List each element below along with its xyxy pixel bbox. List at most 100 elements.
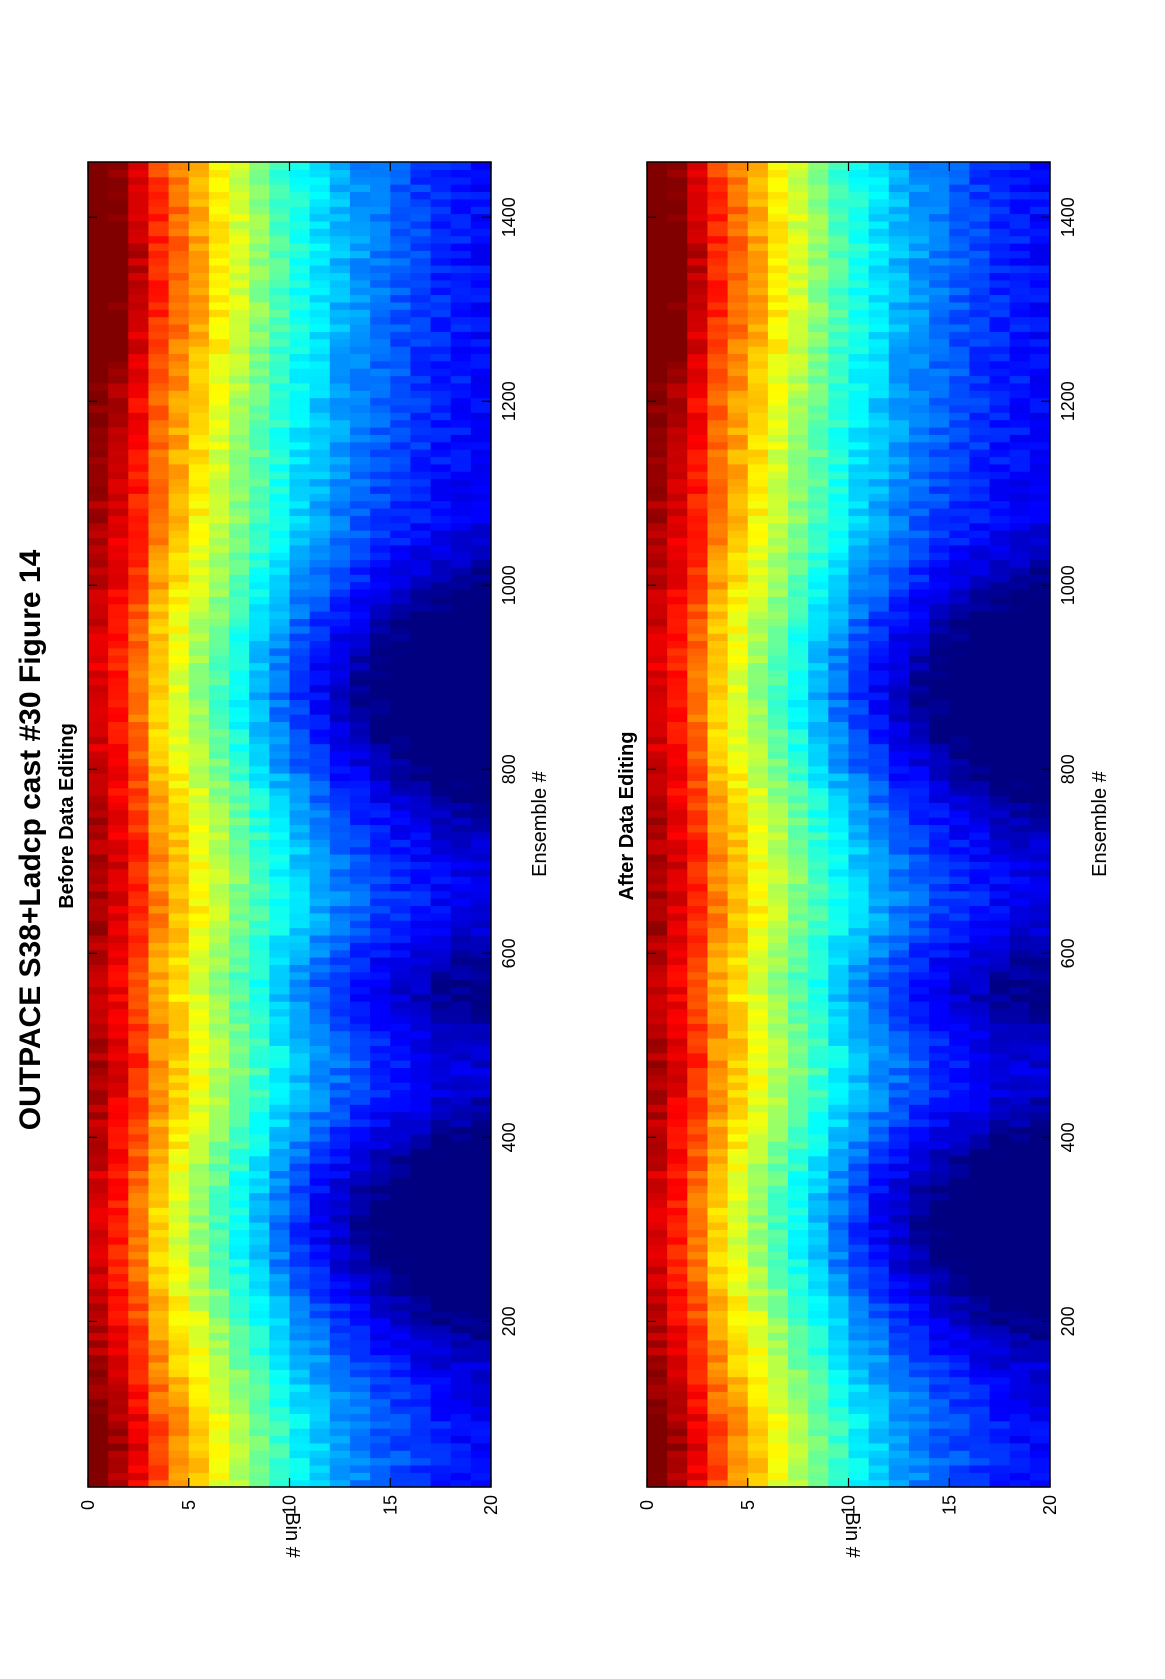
- heat-cell: [828, 1060, 849, 1069]
- heat-cell: [868, 1118, 890, 1127]
- heat-cell: [329, 1001, 351, 1010]
- heat-cell: [808, 1347, 829, 1356]
- heat-cell: [88, 301, 109, 310]
- heat-cell: [309, 250, 331, 259]
- heat-cell: [208, 655, 230, 664]
- heat-cell: [410, 1133, 431, 1142]
- heat-cell: [329, 368, 351, 377]
- heat-cell: [108, 1398, 129, 1407]
- heat-cell: [88, 1126, 109, 1135]
- heat-cell: [450, 228, 472, 237]
- heat-cell: [329, 736, 351, 745]
- heat-cell: [370, 493, 391, 502]
- heat-cell: [269, 1126, 290, 1135]
- heat-cell: [229, 1192, 250, 1201]
- heat-cell: [470, 876, 492, 884]
- heat-cell: [148, 1332, 169, 1341]
- heat-cell: [727, 1310, 749, 1319]
- heat-cell: [289, 831, 311, 840]
- heat-cell: [88, 566, 109, 575]
- heat-cell: [848, 1229, 870, 1238]
- heat-cell: [888, 1199, 910, 1208]
- heat-cell: [309, 684, 331, 693]
- heat-cell: [410, 684, 431, 693]
- heat-cell: [249, 795, 270, 804]
- heat-cell: [390, 1428, 411, 1437]
- heat-cell: [370, 1332, 391, 1341]
- heat-cell: [329, 979, 351, 988]
- heat-cell: [88, 581, 109, 590]
- heat-cell: [687, 1442, 708, 1451]
- heat-cell: [329, 515, 351, 524]
- heat-cell: [289, 979, 311, 988]
- heat-cell: [647, 1155, 668, 1164]
- heat-cell: [370, 1229, 391, 1238]
- heat-cell: [1009, 1347, 1031, 1356]
- heat-cell: [450, 898, 472, 907]
- heat-cell: [88, 309, 109, 318]
- heat-cell: [410, 162, 431, 170]
- heat-cell: [329, 780, 351, 789]
- heat-cell: [767, 1126, 789, 1135]
- heat-cell: [788, 1177, 809, 1186]
- heat-cell: [450, 522, 472, 531]
- heat-cell: [390, 169, 411, 178]
- heat-cell: [929, 1141, 950, 1149]
- heat-cell: [828, 1177, 849, 1186]
- heat-cell: [128, 920, 149, 929]
- heat-cell: [249, 382, 270, 391]
- heat-cell: [309, 353, 331, 362]
- heat-cell: [329, 795, 351, 804]
- heat-cell: [289, 625, 311, 634]
- heat-cell: [108, 846, 129, 855]
- heat-cell: [888, 1001, 910, 1010]
- heat-cell: [908, 1199, 930, 1208]
- heat-cell: [390, 1037, 411, 1046]
- heat-cell: [390, 309, 411, 318]
- heat-cell: [309, 728, 331, 737]
- heat-cell: [848, 1236, 870, 1245]
- heat-cell: [128, 772, 149, 781]
- heat-cell: [687, 1148, 708, 1157]
- heat-cell: [188, 397, 210, 406]
- heat-cell: [269, 942, 290, 951]
- heat-cell: [289, 1251, 311, 1260]
- heat-cell: [108, 1347, 129, 1356]
- heat-cell: [647, 1229, 668, 1238]
- heat-cell: [707, 1089, 728, 1098]
- heat-cell: [410, 228, 431, 237]
- heat-cell: [168, 309, 190, 318]
- heat-cell: [188, 750, 210, 759]
- heat-cell: [208, 1052, 230, 1061]
- heat-cell: [1009, 1457, 1031, 1466]
- heat-cell: [128, 684, 149, 693]
- heat-cell: [349, 176, 371, 185]
- heat-cell: [128, 714, 149, 723]
- heat-cell: [969, 1398, 990, 1407]
- heat-cell: [828, 1347, 849, 1356]
- heat-cell: [470, 795, 492, 804]
- heat-cell: [208, 1391, 230, 1400]
- heat-cell: [309, 1339, 331, 1348]
- heat-cell: [309, 662, 331, 671]
- heat-cell: [1029, 1347, 1051, 1356]
- heat-cell: [88, 912, 109, 921]
- heat-cell: [249, 1406, 270, 1414]
- heat-cell: [229, 220, 250, 229]
- heat-cell: [168, 905, 190, 914]
- heat-cell: [229, 397, 250, 406]
- heat-cell: [727, 1045, 749, 1054]
- heat-cell: [249, 316, 270, 325]
- heat-cell: [430, 1273, 452, 1282]
- heat-cell: [269, 993, 290, 1002]
- heat-cell: [828, 1074, 849, 1083]
- heat-cell: [667, 1406, 688, 1414]
- heat-cell: [148, 162, 169, 170]
- heat-cell: [168, 1155, 190, 1164]
- heat-cell: [430, 1435, 452, 1444]
- heat-cell: [269, 736, 290, 745]
- heat-cell: [410, 1391, 431, 1400]
- heat-cell: [410, 537, 431, 546]
- heat-cell: [430, 721, 452, 730]
- heat-cell: [148, 1067, 169, 1076]
